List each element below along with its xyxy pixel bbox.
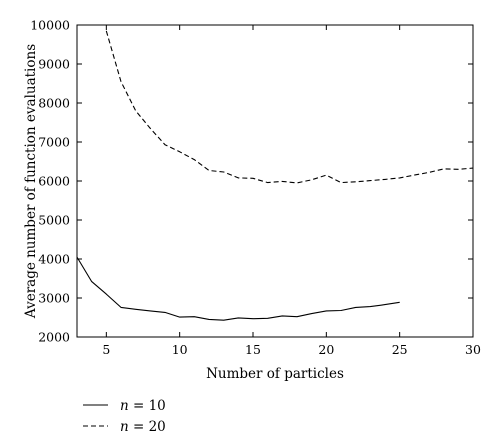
x-tick-label: 30 xyxy=(465,342,481,357)
x-tick-label: 5 xyxy=(102,342,110,357)
series-line-1 xyxy=(77,256,400,321)
y-axis: 2000 3000 4000 5000 6000 7000 8000 9000 10000 xyxy=(30,18,473,345)
legend: n = 10 n = 20 xyxy=(83,398,166,435)
legend-label-2: n = 20 xyxy=(120,419,166,435)
y-tick-label: 6000 xyxy=(38,174,70,189)
y-tick-label: 4000 xyxy=(38,252,70,267)
y-tick-label: 10000 xyxy=(30,18,70,33)
y-tick-label: 5000 xyxy=(38,213,70,228)
x-axis-title: Number of particles xyxy=(206,366,344,382)
y-tick-label: 7000 xyxy=(38,135,70,150)
y-tick-label: 8000 xyxy=(38,96,70,111)
x-axis: 5 10 15 20 25 30 xyxy=(102,25,481,357)
x-tick-label: 20 xyxy=(318,342,334,357)
y-tick-label: 3000 xyxy=(38,291,70,306)
x-tick-label: 25 xyxy=(392,342,408,357)
y-tick-label: 9000 xyxy=(38,57,70,72)
y-axis-title: Average number of function evaluations xyxy=(23,44,39,319)
plot-border xyxy=(76,24,474,338)
plot-frame xyxy=(76,24,474,338)
x-tick-label: 10 xyxy=(172,342,188,357)
x-tick-label: 15 xyxy=(245,342,261,357)
series-layer xyxy=(77,30,473,321)
y-tick-label: 2000 xyxy=(38,330,70,345)
series-line-2 xyxy=(105,30,473,184)
legend-label-1: n = 10 xyxy=(120,398,166,414)
